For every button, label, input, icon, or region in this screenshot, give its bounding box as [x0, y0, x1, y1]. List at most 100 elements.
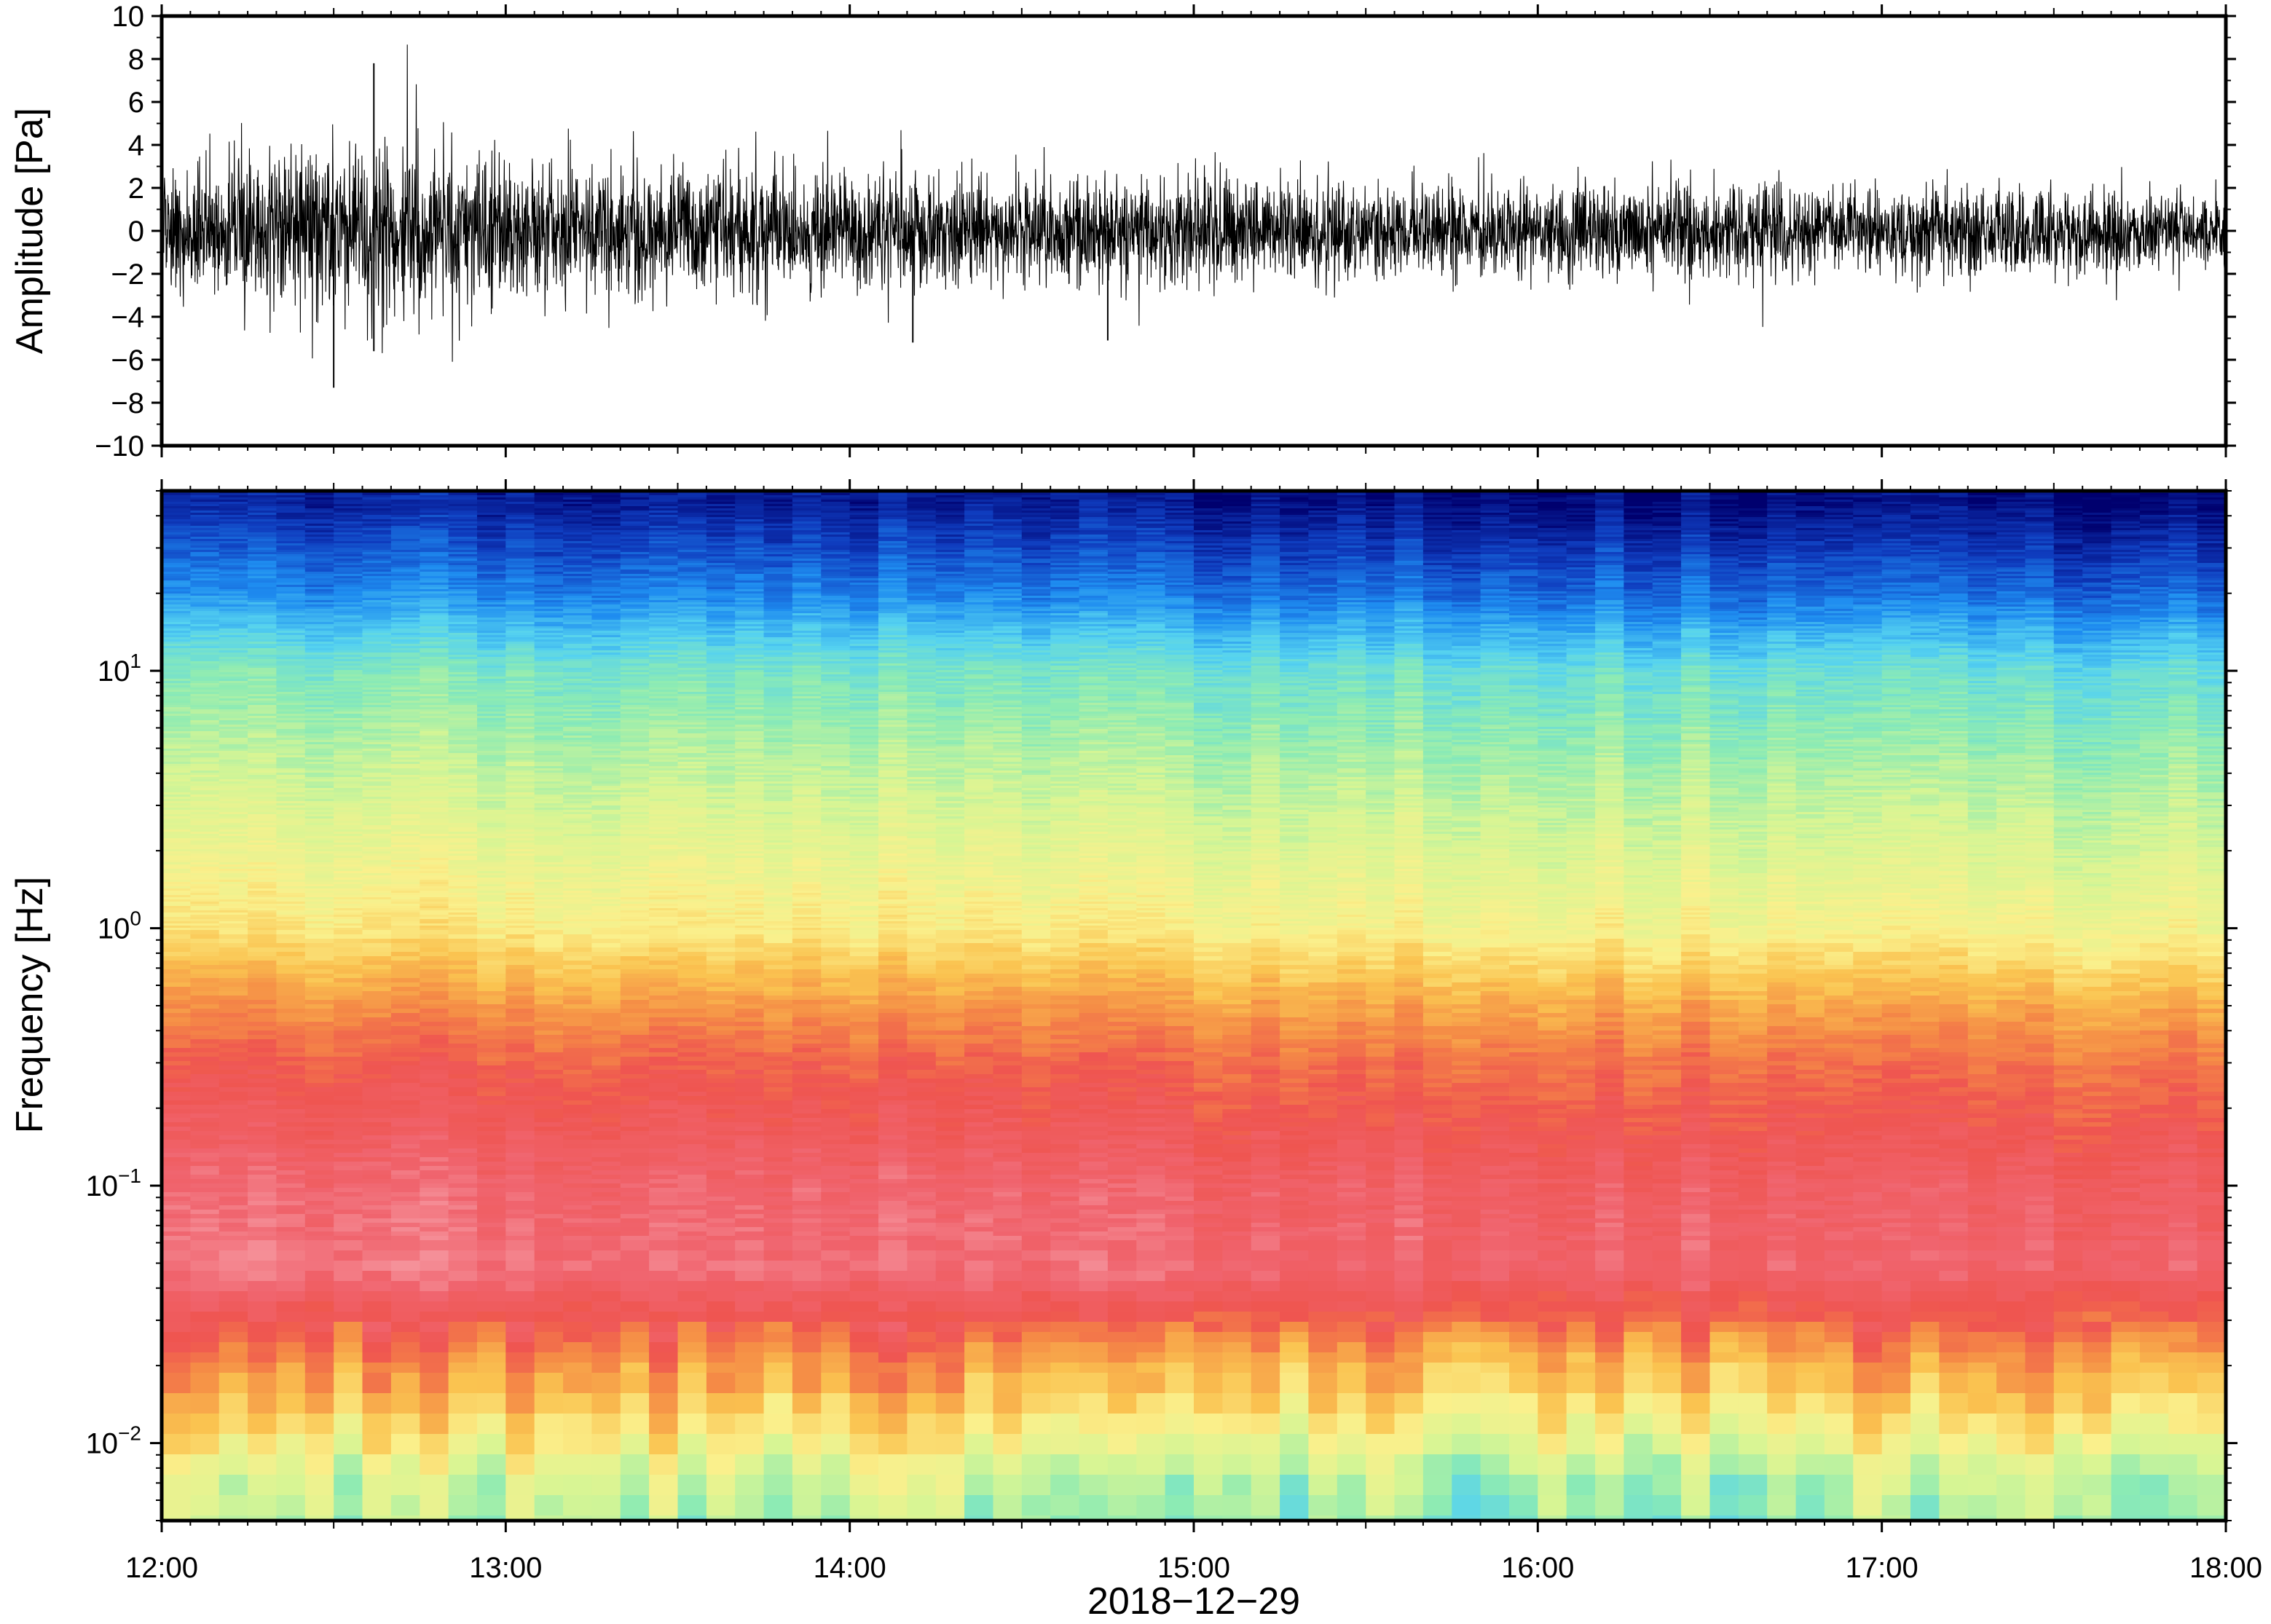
spectrogram-cell — [334, 696, 363, 699]
spectrogram-cell — [420, 1197, 449, 1202]
spectrogram-cell — [420, 1515, 449, 1521]
spectrogram-cell — [248, 926, 278, 929]
spectrogram-cell — [190, 572, 220, 575]
spectrogram-cell — [390, 1322, 420, 1333]
spectrogram-cell — [248, 668, 278, 671]
spectrogram-cell — [248, 722, 278, 725]
spectrogram-cell — [304, 880, 334, 883]
spectrogram-cell — [334, 891, 363, 894]
spectrogram-cell — [304, 1205, 334, 1210]
spectrogram-cell — [162, 1495, 191, 1516]
spectrogram-cell — [190, 856, 220, 859]
spectrogram-cell — [304, 827, 334, 830]
spectrogram-cell — [190, 862, 220, 865]
spectrogram-cell — [162, 674, 191, 677]
spectrogram-cell — [304, 1231, 334, 1237]
spectrogram-cell — [362, 646, 392, 649]
spectrogram-cell — [591, 1281, 621, 1292]
spectrogram-cell — [162, 578, 191, 581]
spectrogram-cell — [334, 1197, 363, 1202]
spectrogram-cell — [477, 1127, 506, 1132]
spectrogram-cell — [276, 550, 306, 553]
spectrogram-cell — [276, 1291, 306, 1302]
spectrogram-cell — [477, 1022, 506, 1027]
spectrogram-cell — [248, 628, 278, 631]
spectrogram-cell — [248, 1201, 278, 1206]
spectrogram-cell — [591, 996, 621, 1001]
spectrogram-cell — [219, 1083, 248, 1088]
spectrogram-cell — [304, 548, 334, 551]
spectrogram-cell — [563, 1009, 593, 1014]
spectrogram-cell — [477, 1004, 506, 1009]
spectrogram-cell — [248, 1454, 278, 1475]
spectrogram-cell — [190, 633, 220, 636]
spectrogram-cell — [334, 786, 363, 789]
spectrogram-cell — [362, 886, 392, 889]
spectrogram-cell — [190, 716, 220, 719]
spectrogram-cell — [534, 947, 564, 953]
spectrogram-cell — [276, 987, 306, 992]
spectrogram-cell — [276, 679, 306, 682]
spectrogram-cell — [276, 899, 306, 902]
spectrogram-cell — [334, 770, 363, 773]
spectrogram-cell — [390, 1271, 420, 1282]
spectrogram-cell — [248, 1192, 278, 1197]
spectrogram-cell — [219, 891, 248, 894]
spectrogram-cell — [591, 1039, 621, 1044]
spectrogram-cell — [276, 919, 306, 922]
spectrogram-cell — [477, 1135, 506, 1140]
spectrogram-cell — [477, 1201, 506, 1206]
spectrogram-cell — [448, 1087, 478, 1092]
spectrogram-cell — [304, 574, 334, 577]
spectrogram-cell — [248, 934, 278, 939]
spectrogram-cell — [162, 814, 191, 817]
spectrogram-cell — [248, 1061, 278, 1066]
spectrogram-cell — [334, 642, 363, 645]
spectrogram-cell — [304, 502, 334, 505]
spectrogram-cell — [248, 1162, 278, 1167]
spectrogram-cell — [304, 622, 334, 625]
spectrogram-cell — [534, 982, 564, 988]
spectrogram-cell — [248, 919, 278, 922]
spectrogram-cell — [190, 631, 220, 634]
spectrogram-cell — [219, 705, 248, 708]
spectrogram-cell — [362, 683, 392, 686]
spectrogram-cell — [420, 1140, 449, 1145]
spectrogram-cell — [304, 1218, 334, 1223]
spectrogram-cell — [334, 585, 363, 588]
spectrogram-cell — [248, 897, 278, 900]
spectrogram-cell — [190, 810, 220, 813]
spectrogram-cell — [190, 939, 220, 944]
spectrogram-cell — [304, 797, 334, 800]
spectrogram-cell — [477, 1231, 506, 1237]
spectrogram-cell — [248, 681, 278, 684]
spectrogram-cell — [304, 773, 334, 776]
spectrogram-cell — [362, 1079, 392, 1084]
spectrogram-cell — [219, 915, 248, 918]
spectrogram-cell — [304, 537, 334, 540]
spectrogram-cell — [505, 991, 535, 996]
spectrogram-cell — [334, 952, 363, 957]
spectrogram-cell — [334, 902, 363, 904]
spectrogram-cell — [362, 869, 392, 872]
spectrogram-cell — [334, 928, 363, 931]
spectrogram-cell — [563, 1140, 593, 1145]
spectrogram-cell — [190, 886, 220, 889]
spectrogram-cell — [190, 718, 220, 721]
spectrogram-cell — [390, 1000, 420, 1005]
spectrogram-cell — [248, 517, 278, 520]
spectrogram-cell — [362, 506, 392, 509]
spectrogram-cell — [334, 1022, 363, 1027]
spectrogram-cell — [276, 1352, 306, 1363]
spectrogram-cell — [162, 552, 191, 555]
spectrogram-cell — [563, 1454, 593, 1475]
spectrogram-cell — [162, 666, 191, 669]
spectrogram-cell — [362, 580, 392, 583]
spectrogram-cell — [334, 969, 363, 974]
spectrogram-cell — [362, 1342, 392, 1353]
spectrogram-cell — [190, 1127, 220, 1132]
spectrogram-cell — [219, 902, 248, 904]
spectrogram-cell — [219, 1166, 248, 1171]
spectrogram-cell — [334, 803, 363, 806]
